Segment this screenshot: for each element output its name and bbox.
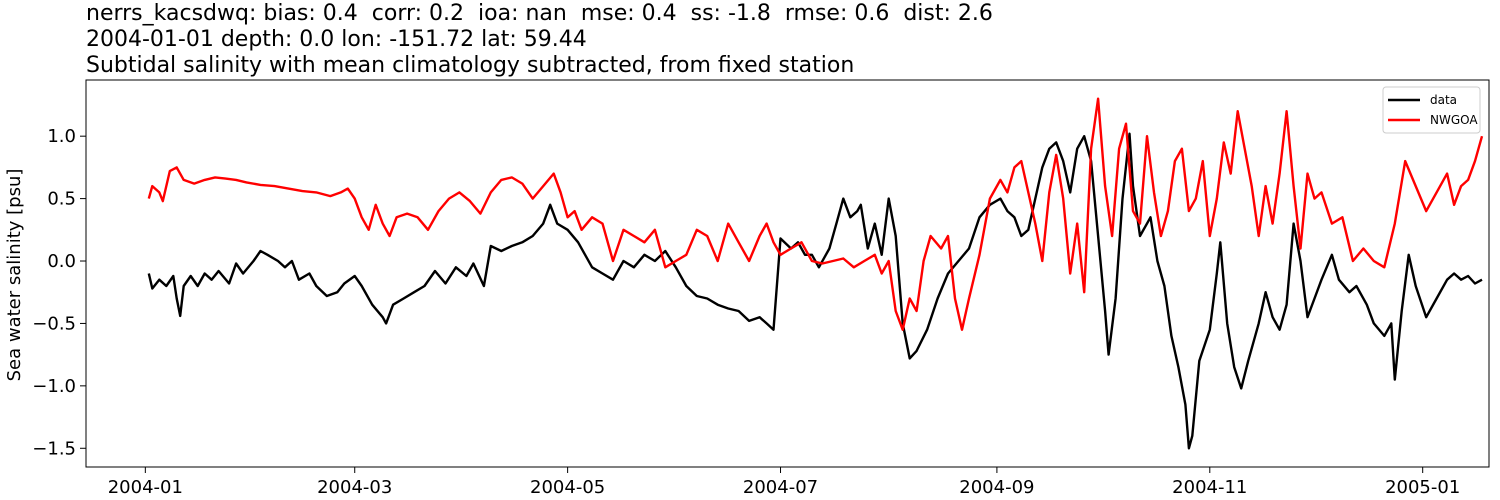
legend-label-nwgoa: NWGOA — [1430, 113, 1478, 127]
y-tick-label: −1.5 — [32, 438, 76, 459]
x-tick-label: 2005-01 — [1385, 477, 1460, 498]
x-tick-label: 2004-11 — [1172, 477, 1247, 498]
y-tick-label: 0.5 — [47, 189, 76, 210]
legend: data NWGOA — [1382, 86, 1481, 134]
plot-area — [85, 79, 1490, 468]
y-tick-label: 1.0 — [47, 126, 76, 147]
title-line-station: 2004-01-01 depth: 0.0 lon: -151.72 lat: … — [86, 27, 587, 52]
title-line-description: Subtidal salinity with mean climatology … — [86, 53, 855, 78]
y-axis-label: Sea water salinity [psu] — [4, 169, 25, 382]
y-tick-label: −1.0 — [32, 376, 76, 397]
x-tick-label: 2004-03 — [317, 477, 392, 498]
series-line-nwgoa — [147, 97, 1484, 331]
y-tick-label: −0.5 — [32, 313, 76, 334]
y-axis: −1.5 −1.0 −0.5 0.0 0.5 1.0 — [32, 126, 86, 459]
x-tick-label: 2004-09 — [959, 477, 1034, 498]
x-axis: 2004-01 2004-03 2004-05 2004-07 2004-09 2004-… — [108, 467, 1460, 498]
title-line-stats: nerrs_kacsdwq: bias: 0.4 corr: 0.2 ioa: … — [86, 1, 993, 26]
x-tick-label: 2004-07 — [743, 477, 818, 498]
legend-box — [1382, 86, 1481, 134]
y-tick-label: 0.0 — [47, 251, 76, 272]
x-tick-label: 2004-01 — [108, 477, 183, 498]
legend-label-data: data — [1430, 93, 1457, 107]
x-tick-label: 2004-05 — [530, 477, 605, 498]
plot-frame — [85, 79, 1490, 468]
chart-title: nerrs_kacsdwq: bias: 0.4 corr: 0.2 ioa: … — [86, 1, 993, 79]
series-line-data — [147, 132, 1483, 450]
